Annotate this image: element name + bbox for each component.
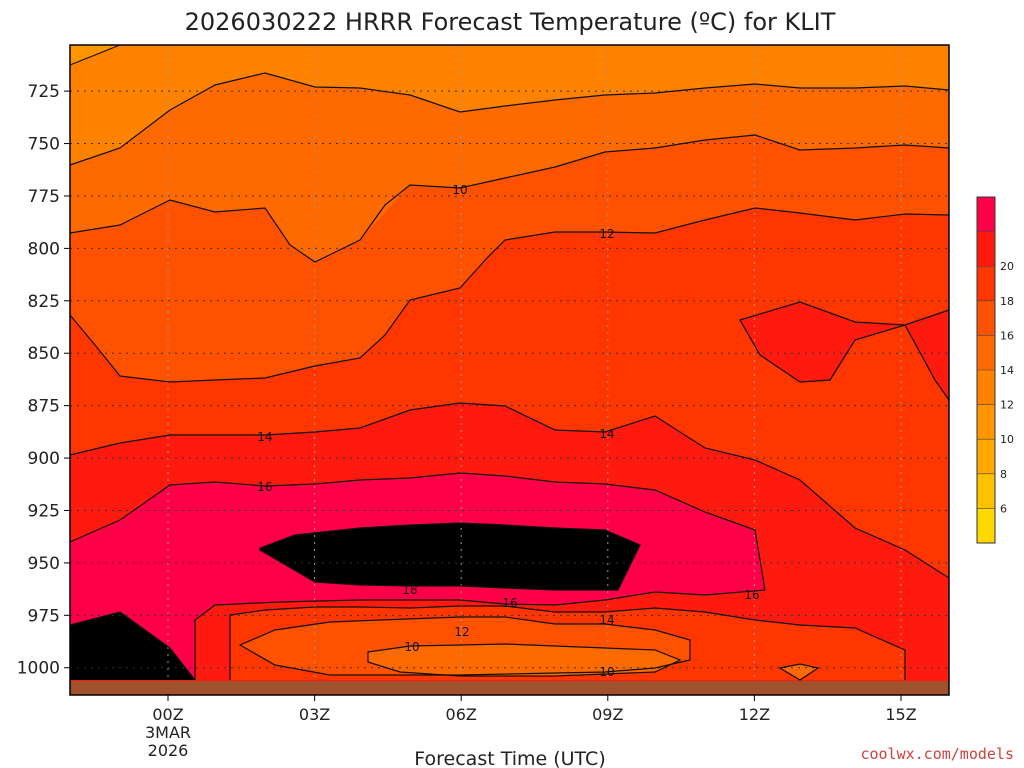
contour-label: 16 bbox=[502, 596, 517, 610]
colorbar-swatch bbox=[977, 370, 995, 405]
contour-label: 14 bbox=[257, 430, 272, 444]
contour-line bbox=[238, 616, 691, 676]
y-tick-label: 825 bbox=[28, 292, 60, 312]
contour-line bbox=[69, 611, 196, 681]
colorbar-label: 16 bbox=[1000, 329, 1014, 342]
colorbar-label: 10 bbox=[1000, 433, 1014, 446]
x-tick-label: 15Z bbox=[885, 705, 916, 724]
y-tick-label: 900 bbox=[28, 449, 60, 469]
colorbar-swatch bbox=[977, 335, 995, 370]
y-tick-label: 775 bbox=[28, 187, 60, 207]
y-tick-label: 725 bbox=[28, 82, 60, 102]
contour-line bbox=[194, 589, 766, 680]
colorbar-swatch bbox=[977, 508, 995, 543]
fill-region bbox=[740, 302, 949, 400]
credit-text[interactable]: coolwx.com/models bbox=[860, 745, 1014, 763]
x-tick-label: 00Z bbox=[152, 705, 183, 724]
x-tick-label: 06Z bbox=[446, 705, 477, 724]
y-tick-label: 750 bbox=[28, 135, 60, 155]
fill-region bbox=[780, 664, 818, 680]
y-axis: 725 750 775 800 825 850 875 900 925 950 975 1000 bbox=[17, 82, 70, 679]
temperature-contours bbox=[69, 44, 950, 681]
date-sublabel: 3MAR bbox=[145, 723, 191, 742]
contour-line bbox=[69, 402, 950, 579]
colorbar-label: 18 bbox=[1000, 295, 1014, 308]
contour-labels: 10 12 14 14 16 18 16 16 14 12 10 10 bbox=[257, 183, 759, 679]
contour-label: 10 bbox=[452, 183, 467, 197]
colorbar-label: 12 bbox=[1000, 399, 1014, 412]
contour-line bbox=[778, 663, 820, 681]
colorbar-label: 14 bbox=[1000, 364, 1014, 377]
contour-label: 16 bbox=[744, 588, 759, 602]
colorbar-swatch bbox=[977, 231, 995, 267]
contour-label: 10 bbox=[404, 640, 419, 654]
colorbar-swatch bbox=[977, 266, 995, 301]
contour-line bbox=[229, 605, 906, 680]
colorbar-label: 8 bbox=[1000, 468, 1007, 481]
y-tick-label: 925 bbox=[28, 501, 60, 521]
colorbar: 6 8 10 12 14 16 18 20 bbox=[976, 196, 1014, 544]
contour-line bbox=[69, 72, 950, 166]
x-tick-label: 12Z bbox=[739, 705, 770, 724]
fill-region bbox=[70, 612, 195, 680]
y-tick-label: 800 bbox=[28, 239, 60, 259]
contour-label: 14 bbox=[599, 427, 614, 441]
colorbar-swatch bbox=[977, 439, 995, 474]
colorbar-swatch bbox=[977, 300, 995, 336]
x-axis-title: Forecast Time (UTC) bbox=[414, 748, 605, 768]
colorbar-swatch bbox=[977, 197, 995, 232]
contour-label: 10 bbox=[599, 665, 614, 679]
temperature-fill-layers bbox=[70, 45, 949, 695]
colorbar-swatch bbox=[977, 404, 995, 440]
contour-label: 12 bbox=[454, 625, 469, 639]
contour-line bbox=[367, 643, 682, 677]
ground-surface bbox=[70, 681, 949, 695]
x-tick-label: 03Z bbox=[299, 705, 330, 724]
contour-line bbox=[739, 301, 950, 401]
colorbar-label: 20 bbox=[1000, 260, 1014, 273]
y-tick-label: 975 bbox=[28, 606, 60, 626]
contour-line bbox=[69, 472, 766, 591]
y-tick-label: 850 bbox=[28, 344, 60, 364]
date-sublabel: 2026 bbox=[148, 741, 189, 760]
contour-line bbox=[69, 207, 950, 383]
contour-line bbox=[259, 522, 641, 591]
x-tick-label: 09Z bbox=[592, 705, 623, 724]
contour-label: 18 bbox=[402, 583, 417, 597]
contour-line bbox=[69, 44, 121, 66]
contour-line bbox=[69, 134, 950, 263]
contour-label: 12 bbox=[599, 227, 614, 241]
y-tick-label: 950 bbox=[28, 554, 60, 574]
plot-frame bbox=[69, 44, 950, 696]
y-tick-label: 1000 bbox=[17, 659, 60, 679]
colorbar-swatch bbox=[977, 473, 995, 509]
colorbar-label: 6 bbox=[1000, 502, 1007, 515]
y-tick-label: 875 bbox=[28, 397, 60, 417]
chart-title: 2026030222 HRRR Forecast Temperature (ºC… bbox=[185, 8, 836, 36]
contour-label: 14 bbox=[599, 613, 614, 627]
colorbar-frame bbox=[976, 196, 996, 544]
contour-label: 16 bbox=[257, 480, 272, 494]
fill-region bbox=[260, 523, 640, 590]
